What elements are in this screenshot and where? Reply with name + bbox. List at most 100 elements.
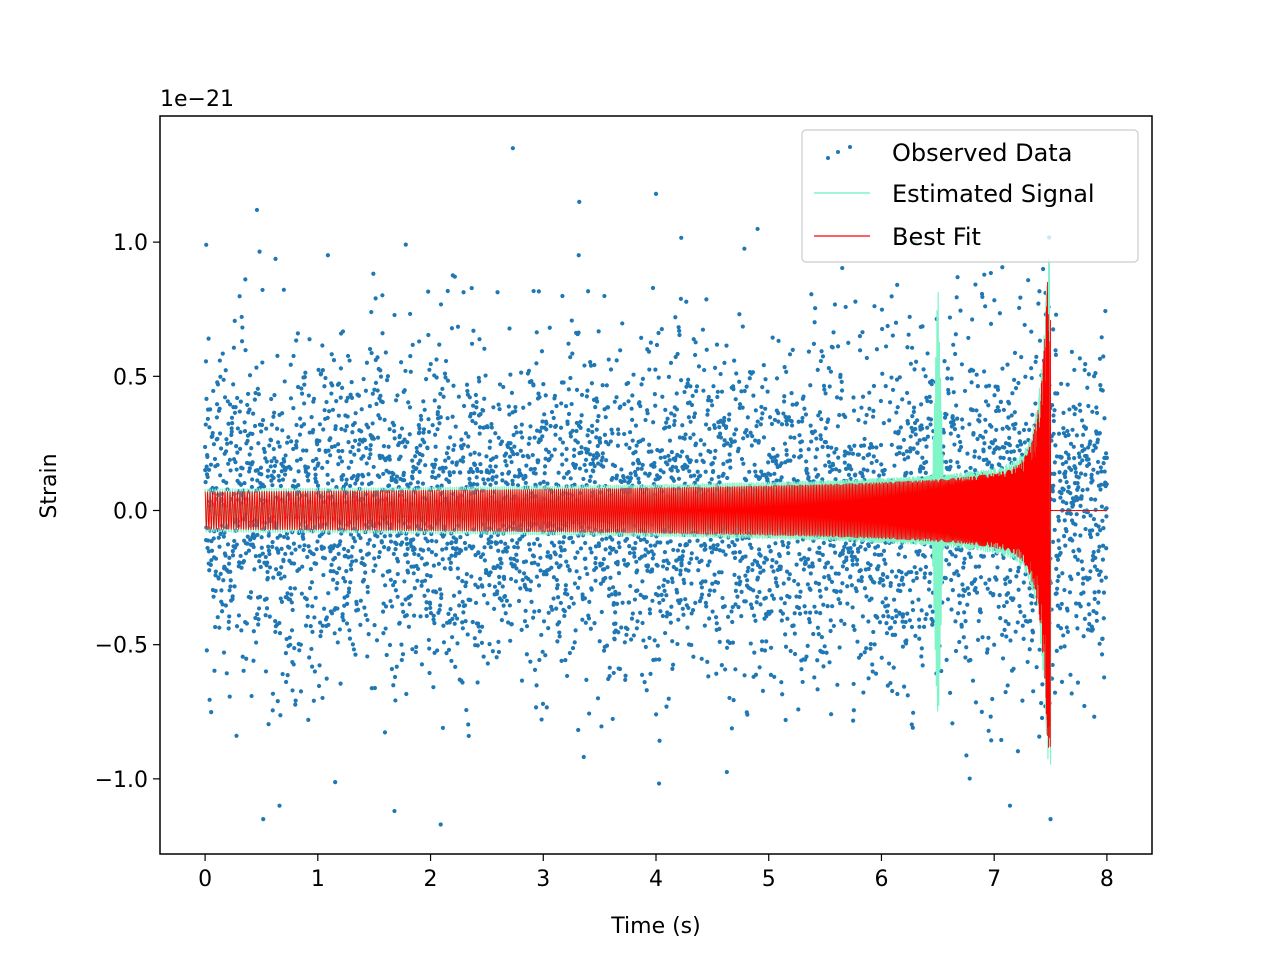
observed-data-point [784,448,789,453]
observed-data-point [622,431,627,437]
observed-data-point [959,362,965,367]
observed-data-point [238,430,243,435]
observed-data-point [479,640,485,645]
observed-data-point [583,556,588,561]
observed-data-point [1008,638,1013,643]
observed-data-point [864,355,869,361]
observed-data-point [528,659,533,664]
observed-data-point [848,574,853,579]
observed-data-point [714,342,720,347]
observed-data-point [346,590,351,595]
observed-data-point [484,454,489,459]
observed-data-point [958,444,964,450]
observed-data-point [859,578,864,584]
observed-data-point [581,476,586,482]
observed-data-point [956,464,961,469]
observed-data-point [817,557,822,563]
observed-data-point [927,579,932,585]
observed-data-point [680,606,685,611]
observed-data-point [1058,478,1063,483]
observed-data-point [291,561,297,566]
observed-data-point [973,700,979,705]
observed-data-point [515,540,520,546]
observed-data-point [946,562,952,567]
observed-data-point [212,456,218,462]
observed-data-point [822,565,828,570]
observed-data-point [1005,362,1010,367]
observed-data-point [449,540,454,545]
observed-data-point [665,462,670,467]
observed-data-point [628,471,633,476]
observed-data-point [656,330,661,336]
observed-data-point [821,540,826,546]
observed-data-point [904,390,910,396]
observed-data-point [241,559,247,564]
observed-data-point [420,481,426,486]
observed-data-point [1025,659,1030,665]
observed-data-point [463,431,469,436]
observed-data-point [221,534,226,539]
observed-data-point [1063,469,1068,474]
observed-data-point [368,452,373,457]
observed-data-point [553,423,559,428]
observed-data-point [332,444,337,449]
observed-data-point [213,556,219,561]
observed-data-point [335,606,340,611]
observed-data-point [325,415,330,420]
observed-data-point [712,588,717,593]
observed-data-point [469,574,474,579]
observed-data-point [702,442,707,447]
observed-data-point [683,597,688,602]
observed-data-point [426,429,432,435]
observed-data-point [290,688,295,693]
observed-data-point [786,551,791,556]
observed-data-point [803,561,808,566]
observed-data-point [906,332,911,337]
observed-data-point [468,452,473,457]
observed-data-point [574,387,580,392]
observed-data-point [895,691,900,697]
observed-data-point [670,666,675,672]
observed-data-point [427,601,433,606]
observed-data-point [367,346,373,352]
observed-data-point [829,712,834,717]
observed-data-point [610,537,615,542]
observed-data-point [996,604,1001,609]
observed-data-point [232,318,237,323]
observed-data-point [614,358,619,363]
observed-data-point [776,411,781,416]
observed-data-point [814,610,819,615]
observed-data-point [887,400,893,405]
observed-data-point [721,461,726,466]
observed-data-point [309,415,314,420]
observed-data-point [491,606,497,611]
observed-data-point [325,459,330,465]
observed-data-point [353,438,358,443]
observed-data-point [325,253,330,258]
observed-data-point [758,422,763,427]
observed-data-point [555,582,560,588]
observed-data-point [233,545,238,550]
observed-data-point [534,361,539,366]
observed-data-point [285,536,290,541]
observed-data-point [688,419,693,424]
observed-data-point [805,557,811,562]
observed-data-point [616,630,621,635]
observed-data-point [544,427,549,432]
observed-data-point [451,383,456,388]
observed-data-point [945,366,950,371]
observed-data-point [593,555,598,561]
observed-data-point [269,396,274,402]
observed-data-point [974,372,979,377]
observed-data-point [1002,627,1007,632]
observed-data-point [898,425,903,430]
observed-data-point [345,353,351,359]
observed-data-point [862,436,867,442]
observed-data-point [452,274,457,279]
observed-data-point [950,721,955,726]
observed-data-point [404,541,410,547]
observed-data-point [787,595,792,600]
observed-data-point [687,560,692,566]
observed-data-point [248,595,253,600]
observed-data-point [464,572,469,577]
